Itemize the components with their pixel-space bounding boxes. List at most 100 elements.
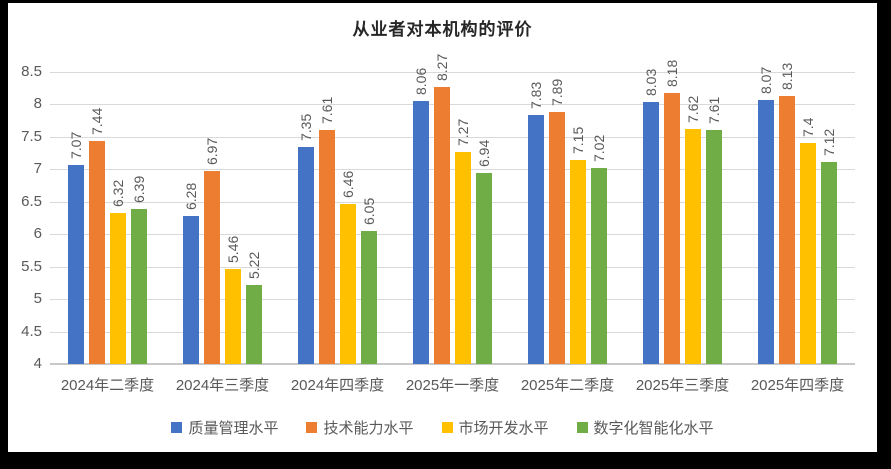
bar: [549, 111, 565, 364]
bar-value-label: 6.05: [361, 197, 377, 225]
chart-area: 从业者对本机构的评价 4 4.5 5 5.5 6 6.5 7 7.5 8 8.5 7.07 7.44 6…: [8, 3, 877, 452]
bar-value-label: 5.22: [246, 251, 262, 279]
y-axis-tick-label: 8.5: [21, 63, 42, 80]
legend-swatch: [576, 422, 588, 433]
bar-value-label: 8.27: [434, 53, 450, 81]
y-axis-tick-label: 8: [33, 95, 42, 113]
bar: [204, 171, 220, 364]
bar: [643, 102, 659, 364]
x-axis-category-label: 2025年四季度: [750, 377, 845, 394]
bar-value-label: 6.97: [204, 138, 220, 166]
bar: [340, 204, 356, 364]
legend-label: 市场开发水平: [458, 420, 549, 437]
bar: [89, 140, 105, 364]
legend-item: 市场开发水平: [441, 417, 549, 438]
y-axis-tick-label: 7.5: [21, 127, 42, 145]
bar: [319, 129, 335, 364]
gridline: [50, 72, 855, 73]
y-axis-tick-label: 5: [33, 290, 42, 308]
bar: [821, 161, 837, 364]
bar: [664, 92, 680, 364]
gridline: [50, 234, 855, 236]
legend-swatch: [171, 422, 183, 433]
legend-swatch: [441, 422, 453, 433]
bar-value-label: 7.02: [591, 134, 607, 163]
bar-value-label: 6.94: [476, 139, 492, 168]
bar: [706, 129, 722, 364]
legend-label: 技术能力水平: [323, 420, 414, 437]
x-axis-line: [50, 363, 855, 365]
bar: [800, 143, 816, 364]
bar-value-label: 7.61: [319, 96, 335, 124]
bar-value-label: 8.03: [643, 69, 659, 97]
bar-value-label: 7.89: [549, 78, 565, 106]
bar-value-label: 6.32: [110, 180, 126, 208]
bar-value-label: 7.27: [455, 118, 471, 146]
bar: [68, 164, 84, 364]
bar: [434, 86, 450, 364]
bar: [455, 151, 471, 364]
bar: [361, 230, 377, 364]
x-axis-category-label: 2024年四季度: [290, 377, 385, 394]
x-axis-category-label: 2024年二季度: [60, 377, 155, 394]
bar-value-label: 8.18: [664, 59, 680, 87]
legend-item: 技术能力水平: [306, 417, 414, 438]
legend-label: 质量管理水平: [188, 420, 279, 437]
bar: [246, 284, 262, 364]
gridline: [50, 104, 855, 106]
bar: [183, 216, 199, 364]
bar-value-label: 6.28: [183, 182, 199, 211]
bar-value-label: 7.61: [706, 96, 722, 124]
bar-value-label: 8.06: [413, 67, 429, 95]
bar: [110, 213, 126, 364]
legend: 质量管理水平 技术能力水平 市场开发水平 数字化智能化水平: [8, 417, 877, 438]
bar: [413, 100, 429, 364]
plot-area: 4 4.5 5 5.5 6 6.5 7 7.5 8 8.5 7.07 7.44 6.32 6.39 2024…: [8, 3, 877, 452]
x-axis-category-label: 2025年二季度: [520, 377, 615, 394]
x-axis-category-label: 2024年三季度: [175, 377, 270, 394]
bar-value-label: 8.07: [758, 66, 774, 94]
y-axis-tick-label: 4: [33, 355, 42, 372]
legend-label: 数字化智能化水平: [593, 420, 714, 437]
y-axis-tick-label: 4.5: [21, 322, 42, 340]
gridline: [50, 136, 855, 138]
gridline: [50, 169, 855, 171]
bar: [528, 115, 544, 364]
bar-value-label: 8.13: [779, 62, 795, 90]
y-axis-tick-label: 7: [33, 160, 42, 178]
bar: [685, 129, 701, 364]
y-axis-tick-label: 5.5: [21, 257, 42, 275]
bar: [225, 269, 241, 364]
bar-value-label: 7.12: [821, 128, 837, 156]
y-axis-tick-label: 6: [33, 225, 42, 243]
bar: [758, 99, 774, 364]
bar: [298, 146, 314, 364]
bar: [779, 96, 795, 364]
chart-title: 从业者对本机构的评价: [352, 20, 533, 39]
legend-swatch: [306, 422, 318, 433]
y-axis-tick-label: 6.5: [21, 192, 42, 210]
bar: [570, 159, 586, 364]
bar-value-label: 5.46: [225, 236, 241, 264]
bar-value-label: 7.15: [570, 126, 586, 154]
gridline: [50, 331, 855, 333]
bar-value-label: 7.44: [89, 107, 105, 135]
x-axis-category-label: 2025年一季度: [405, 377, 500, 394]
bar-value-label: 7.07: [68, 131, 84, 159]
gridline: [50, 266, 855, 268]
legend-item: 数字化智能化水平: [576, 417, 714, 438]
bar-value-label: 7.35: [298, 113, 314, 141]
gridline: [50, 201, 855, 203]
bar-value-label: 7.83: [528, 82, 544, 110]
bar-value-label: 6.39: [131, 175, 147, 203]
gridline: [50, 299, 855, 301]
bar: [131, 208, 147, 364]
bar-value-label: 6.46: [340, 171, 356, 199]
x-axis-category-label: 2025年三季度: [635, 377, 730, 394]
bar: [591, 168, 607, 364]
legend-item: 质量管理水平: [171, 417, 278, 438]
bar: [476, 173, 492, 364]
bar-value-label: 7.4: [800, 117, 816, 138]
bar-value-label: 7.62: [685, 95, 701, 124]
